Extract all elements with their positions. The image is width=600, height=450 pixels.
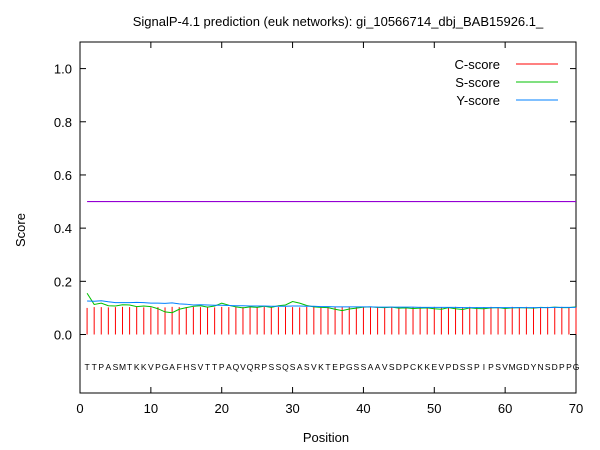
residue-label: K <box>134 362 140 372</box>
residue-label: N <box>538 362 544 372</box>
plot-frame <box>79 41 577 394</box>
residue-label: P <box>98 362 104 372</box>
residue-label: S <box>467 362 473 372</box>
y-tick-label: 0.4 <box>54 221 72 236</box>
y-score-line <box>87 300 576 309</box>
residue-label: S <box>268 362 274 372</box>
residue-label: M <box>119 362 126 372</box>
residue-label: A <box>297 362 303 372</box>
residue-label: D <box>552 362 558 372</box>
residue-label: R <box>254 362 260 372</box>
residue-label: T <box>84 362 89 372</box>
residue-label: D <box>452 362 458 372</box>
legend-label: Y-score <box>456 93 500 108</box>
x-tick-label: 0 <box>76 401 83 416</box>
residue-label: V <box>148 362 154 372</box>
legend-label: C-score <box>454 57 500 72</box>
y-tick-label: 0.0 <box>54 328 72 343</box>
x-tick-label: 70 <box>569 401 583 416</box>
x-tick-label: 50 <box>427 401 441 416</box>
residue-label: M <box>509 362 516 372</box>
residue-label: V <box>240 362 246 372</box>
residue-label: P <box>488 362 494 372</box>
residue-label: P <box>559 362 565 372</box>
residue-label: V <box>311 362 317 372</box>
residue-label: V <box>382 362 388 372</box>
residue-label: P <box>566 362 572 372</box>
legend-label: S-score <box>455 75 500 90</box>
score-lines <box>86 293 577 314</box>
residue-label: P <box>261 362 267 372</box>
x-tick-label: 40 <box>356 401 370 416</box>
residue-label: S <box>460 362 466 372</box>
residue-label: A <box>169 362 175 372</box>
chart-title: SignalP-4.1 prediction (euk networks): g… <box>133 14 544 29</box>
residue-label: C <box>410 362 416 372</box>
residue-label: E <box>332 362 338 372</box>
residue-label: S <box>191 362 197 372</box>
y-tick-label: 0.6 <box>54 168 72 183</box>
x-tick-label: 60 <box>498 401 512 416</box>
residue-label: A <box>226 362 232 372</box>
axis-ticks: 0.0 0.2 0.4 0.6 0.8 1.0 0 10 20 30 40 50 60 70 <box>54 42 583 416</box>
residue-label: V <box>198 362 204 372</box>
residue-label: V <box>502 362 508 372</box>
x-tick-label: 10 <box>144 401 158 416</box>
residue-label: F <box>177 362 182 372</box>
residue-label: E <box>431 362 437 372</box>
residue-label: G <box>346 362 353 372</box>
residue-label: S <box>545 362 551 372</box>
residue-label: P <box>446 362 452 372</box>
residue-label: S <box>495 362 501 372</box>
y-axis-label: Score <box>13 213 28 247</box>
x-tick-label: 30 <box>285 401 299 416</box>
x-axis-label: Position <box>303 430 349 445</box>
residue-label: S <box>276 362 282 372</box>
residue-label: K <box>141 362 147 372</box>
residue-label: D <box>396 362 402 372</box>
residue-label: T <box>127 362 132 372</box>
residue-label: A <box>368 362 374 372</box>
residue-label: S <box>361 362 367 372</box>
residue-label: K <box>318 362 324 372</box>
residue-label: H <box>183 362 189 372</box>
residue-label: S <box>389 362 395 372</box>
residue-label: D <box>523 362 529 372</box>
residue-label: P <box>339 362 345 372</box>
y-tick-label: 0.2 <box>54 274 72 289</box>
residue-label: P <box>403 362 409 372</box>
residue-label: S <box>304 362 310 372</box>
residue-label: T <box>325 362 330 372</box>
residue-label: P <box>155 362 161 372</box>
residue-label: Q <box>247 362 254 372</box>
residue-label: A <box>375 362 381 372</box>
legend: C-score S-score Y-score <box>454 57 558 108</box>
residue-label: G <box>162 362 169 372</box>
residue-label: S <box>113 362 119 372</box>
c-score-bars <box>86 306 577 335</box>
residue-label: G <box>573 362 580 372</box>
residue-label: I <box>483 362 485 372</box>
x-tick-label: 20 <box>214 401 228 416</box>
residue-label: S <box>290 362 296 372</box>
residue-label: K <box>424 362 430 372</box>
y-tick-label: 0.8 <box>54 115 72 130</box>
residue-label: A <box>106 362 112 372</box>
residue-label: T <box>205 362 210 372</box>
residue-label: K <box>417 362 423 372</box>
y-tick-label: 1.0 <box>54 62 72 77</box>
residue-label: T <box>92 362 97 372</box>
residue-label: G <box>516 362 523 372</box>
residue-label: V <box>439 362 445 372</box>
residue-label: Q <box>282 362 289 372</box>
residue-label: P <box>219 362 225 372</box>
residue-label: S <box>354 362 360 372</box>
residue-label: P <box>474 362 480 372</box>
residue-label: T <box>212 362 217 372</box>
residue-label: Q <box>233 362 240 372</box>
residue-label: Y <box>531 362 537 372</box>
